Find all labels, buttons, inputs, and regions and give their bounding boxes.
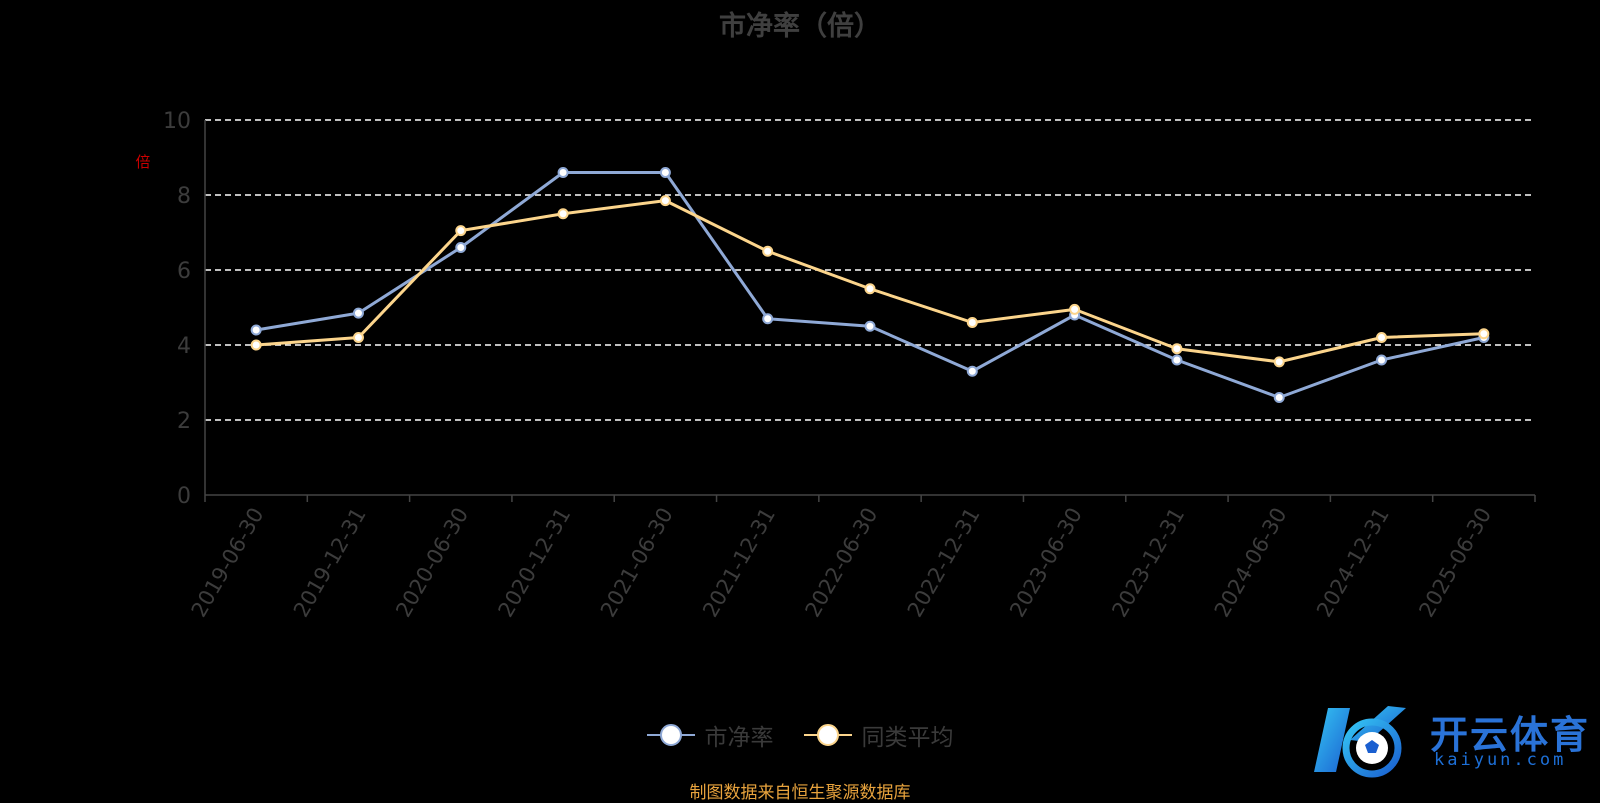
series-pb-point: [250, 324, 262, 336]
line-chart: 0 2 4 6 8 10 2019-06-30 2019-12-31 2020-06-30 202…: [135, 109, 1536, 622]
series-pb-point: [352, 307, 364, 319]
x-tick-label: 2025-06-30: [1414, 504, 1496, 622]
series-avg-point: [1273, 356, 1285, 368]
x-tick-label: 2022-12-31: [903, 503, 985, 621]
chart-title: 市净率（倍）: [719, 11, 881, 42]
x-tick-label: 2020-06-30: [391, 504, 473, 622]
x-tick-label: 2021-12-31: [698, 504, 780, 622]
logo-name: 开云体育: [1430, 713, 1591, 757]
series-avg-point: [966, 317, 978, 328]
x-tick-label: 2024-06-30: [1210, 504, 1292, 622]
y-tick-label: 4: [177, 334, 191, 359]
x-tick-label: 2022-06-30: [801, 504, 883, 622]
x-tick-label: 2023-06-30: [1005, 504, 1087, 622]
series-avg-point: [864, 283, 876, 295]
data-source-note: 制图数据来自恒生聚源数据库: [689, 783, 911, 803]
legend-swatch-pb: [646, 723, 695, 747]
series-pb-point: [557, 167, 569, 178]
series-pb-point: [455, 242, 467, 253]
x-tick-label: 2024-12-31: [1312, 504, 1394, 622]
y-tick-label: 0: [177, 484, 191, 509]
x-tick-label: 2020-12-31: [494, 504, 576, 622]
legend-label-pb: 市净率: [704, 725, 774, 751]
y-tick-label: 8: [177, 184, 191, 209]
series-avg-point: [557, 208, 569, 220]
series-pb-point: [1376, 354, 1388, 366]
x-tick-label: 2023-12-31: [1107, 504, 1189, 622]
series-avg-point: [1478, 328, 1490, 340]
legend: 市净率 同类平均: [0, 718, 1600, 752]
legend-swatch-avg: [803, 723, 852, 747]
logo-domain: kaiyun.com: [1434, 750, 1567, 770]
series-avg-point: [659, 195, 671, 207]
legend-label-avg: 同类平均: [861, 725, 954, 751]
kaiyun-logo: 开云体育 kaiyun.com: [1310, 700, 1600, 780]
legend-item-avg[interactable]: 同类平均: [803, 718, 954, 752]
series-avg-point: [250, 339, 262, 351]
y-tick-label: 10: [163, 109, 191, 134]
y-tick-label: 6: [177, 259, 191, 284]
series-avg-point: [1069, 303, 1081, 315]
series-avg-point: [762, 245, 774, 257]
series-avg-point: [1376, 332, 1388, 343]
series-pb-point: [659, 167, 671, 178]
series-pb-point: [864, 320, 876, 332]
kaiyun-logo-mark-icon: [1314, 706, 1406, 778]
series-pb-point: [762, 313, 774, 325]
series-avg-point: [1171, 343, 1183, 355]
x-tick-label: 2021-06-30: [596, 504, 678, 622]
series-pb-point: [1171, 354, 1183, 366]
series-avg-point: [352, 332, 364, 343]
x-tick-label: 2019-06-30: [187, 504, 269, 622]
x-tick-label: 2019-12-31: [289, 504, 371, 622]
y-tick-label: 2: [177, 409, 191, 434]
series-pb-point: [1273, 392, 1285, 403]
series-avg-point: [455, 225, 467, 237]
series-avg-line: [256, 199, 1484, 364]
legend-item-pb[interactable]: 市净率: [646, 718, 774, 752]
y-axis-unit-label: 倍: [135, 153, 150, 171]
series-pb-point: [966, 365, 978, 377]
